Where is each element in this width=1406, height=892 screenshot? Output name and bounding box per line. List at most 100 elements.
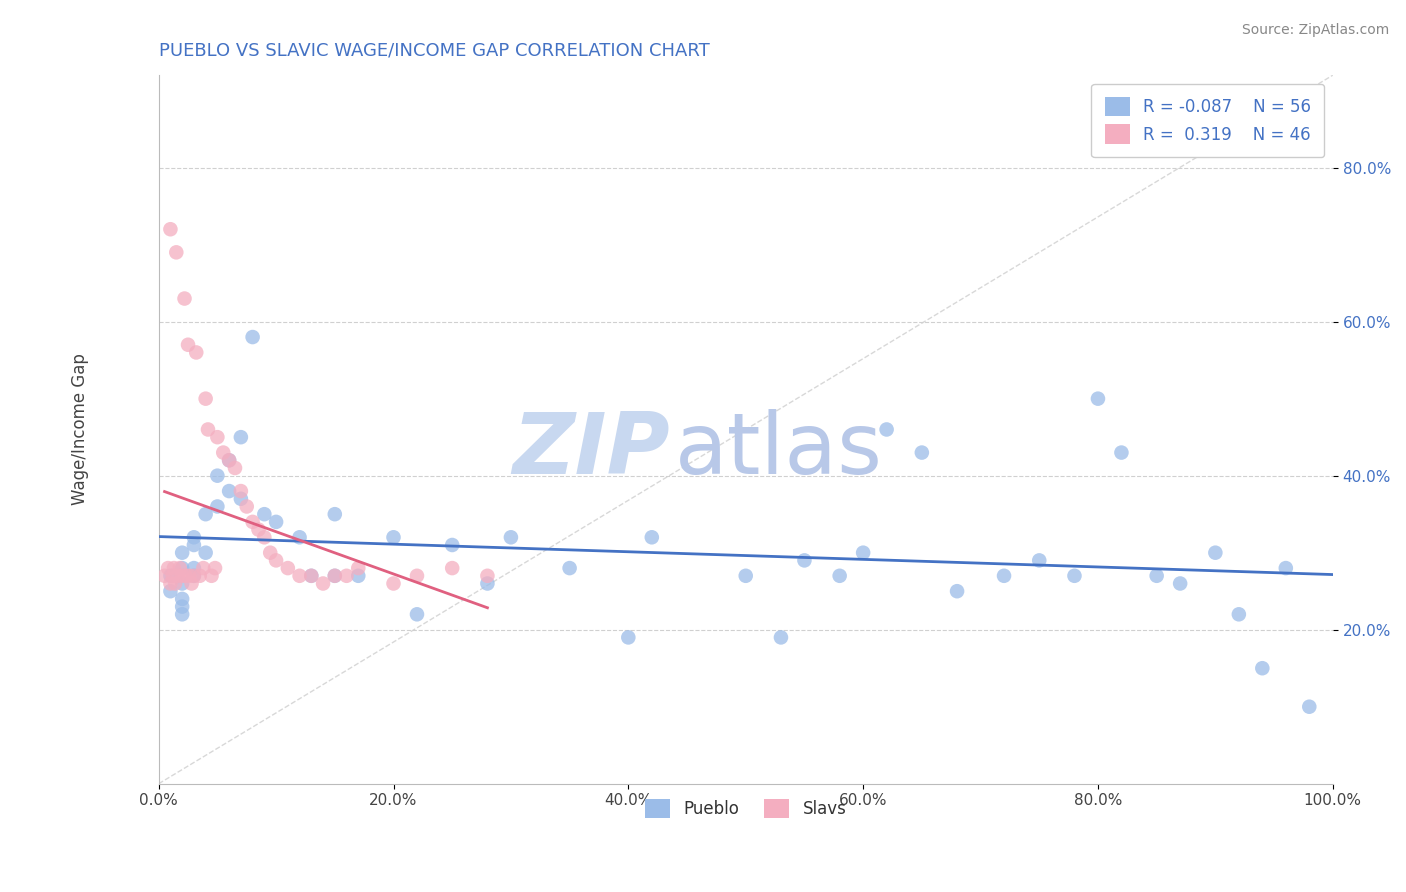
Point — [1204, 546, 1226, 560]
Legend: Pueblo, Slavs: Pueblo, Slavs — [638, 792, 853, 825]
Point — [162, 569, 184, 583]
Point — [183, 569, 205, 583]
Point — [264, 553, 287, 567]
Point — [159, 222, 181, 236]
Point — [1146, 569, 1168, 583]
Point — [193, 561, 215, 575]
Point — [172, 569, 194, 583]
Point — [1275, 561, 1298, 575]
Point — [382, 530, 405, 544]
Point — [165, 245, 187, 260]
Point — [1111, 445, 1133, 459]
Point — [1251, 661, 1274, 675]
Point — [183, 561, 205, 575]
Point — [159, 576, 181, 591]
Point — [277, 561, 299, 575]
Point — [1087, 392, 1109, 406]
Point — [347, 561, 370, 575]
Point — [218, 453, 240, 467]
Point — [172, 599, 194, 614]
Point — [183, 530, 205, 544]
Point — [172, 607, 194, 622]
Point — [264, 515, 287, 529]
Point — [194, 507, 217, 521]
Point — [229, 484, 252, 499]
Point — [188, 569, 211, 583]
Point — [477, 576, 499, 591]
Point — [183, 538, 205, 552]
Point — [1168, 576, 1191, 591]
Point — [323, 507, 346, 521]
Point — [200, 569, 222, 583]
Text: Source: ZipAtlas.com: Source: ZipAtlas.com — [1241, 23, 1389, 37]
Point — [172, 546, 194, 560]
Point — [441, 538, 464, 552]
Point — [207, 500, 229, 514]
Point — [769, 631, 792, 645]
Point — [558, 561, 581, 575]
Point — [157, 561, 180, 575]
Point — [641, 530, 664, 544]
Point — [288, 569, 311, 583]
Point — [165, 576, 187, 591]
Point — [172, 591, 194, 606]
Point — [253, 530, 276, 544]
Point — [186, 345, 208, 359]
Point — [197, 422, 219, 436]
Point — [477, 569, 499, 583]
Point — [828, 569, 851, 583]
Point — [406, 607, 429, 622]
Point — [288, 530, 311, 544]
Point — [218, 453, 240, 467]
Point — [159, 584, 181, 599]
Point — [218, 484, 240, 499]
Point — [312, 576, 335, 591]
Point — [259, 546, 281, 560]
Point — [207, 430, 229, 444]
Text: PUEBLO VS SLAVIC WAGE/INCOME GAP CORRELATION CHART: PUEBLO VS SLAVIC WAGE/INCOME GAP CORRELA… — [159, 42, 710, 60]
Point — [946, 584, 969, 599]
Point — [734, 569, 756, 583]
Point — [207, 468, 229, 483]
Point — [172, 561, 194, 575]
Point — [382, 576, 405, 591]
Point — [173, 292, 195, 306]
Point — [323, 569, 346, 583]
Point — [194, 546, 217, 560]
Point — [169, 561, 191, 575]
Point — [242, 515, 264, 529]
Point — [793, 553, 815, 567]
Point — [911, 445, 934, 459]
Point — [166, 569, 188, 583]
Point — [299, 569, 322, 583]
Point — [180, 576, 202, 591]
Point — [1028, 553, 1050, 567]
Point — [159, 569, 181, 583]
Point — [876, 422, 898, 436]
Point — [242, 330, 264, 344]
Point — [617, 631, 640, 645]
Point — [235, 500, 257, 514]
Point — [253, 507, 276, 521]
Point — [194, 392, 217, 406]
Point — [172, 576, 194, 591]
Point — [177, 337, 200, 351]
Point — [335, 569, 357, 583]
Point — [1063, 569, 1085, 583]
Point — [179, 569, 201, 583]
Point — [499, 530, 522, 544]
Point — [212, 445, 235, 459]
Point — [174, 569, 197, 583]
Point — [323, 569, 346, 583]
Point — [299, 569, 322, 583]
Point — [852, 546, 875, 560]
Point — [183, 569, 205, 583]
Point — [229, 430, 252, 444]
Point — [347, 569, 370, 583]
Point — [229, 491, 252, 506]
Point — [1298, 699, 1320, 714]
Point — [406, 569, 429, 583]
Point — [224, 461, 246, 475]
Point — [1227, 607, 1250, 622]
Point — [163, 561, 186, 575]
